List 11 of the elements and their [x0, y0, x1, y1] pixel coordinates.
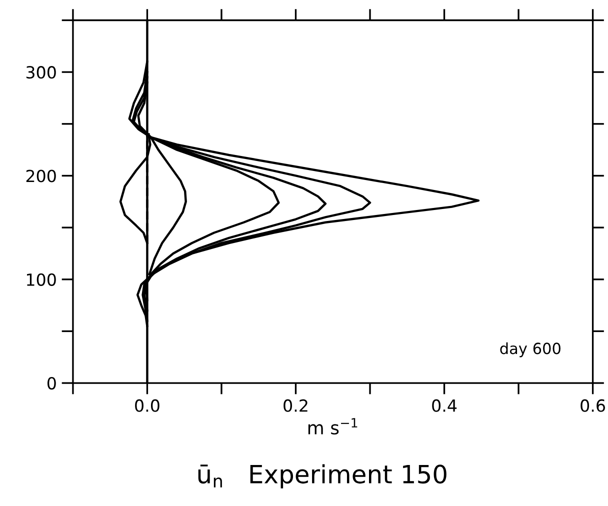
annotation: day 600 — [500, 342, 560, 358]
y-tick-label: 300 — [26, 66, 56, 79]
x-axis-title: m s$^{−1}$ — [308, 418, 358, 435]
chart-title: ū$_{n}$ Experiment 150 — [198, 464, 446, 488]
x-tick-label: 0.6 — [580, 399, 606, 412]
x-tick-label: 0.0 — [135, 399, 160, 412]
x-tick-label: 0.4 — [432, 399, 457, 412]
y-tick-label: 200 — [26, 170, 56, 182]
y-tick-label: 0 — [47, 377, 56, 390]
x-tick-label: 0.2 — [284, 399, 308, 412]
y-tick-label: 100 — [27, 273, 56, 286]
